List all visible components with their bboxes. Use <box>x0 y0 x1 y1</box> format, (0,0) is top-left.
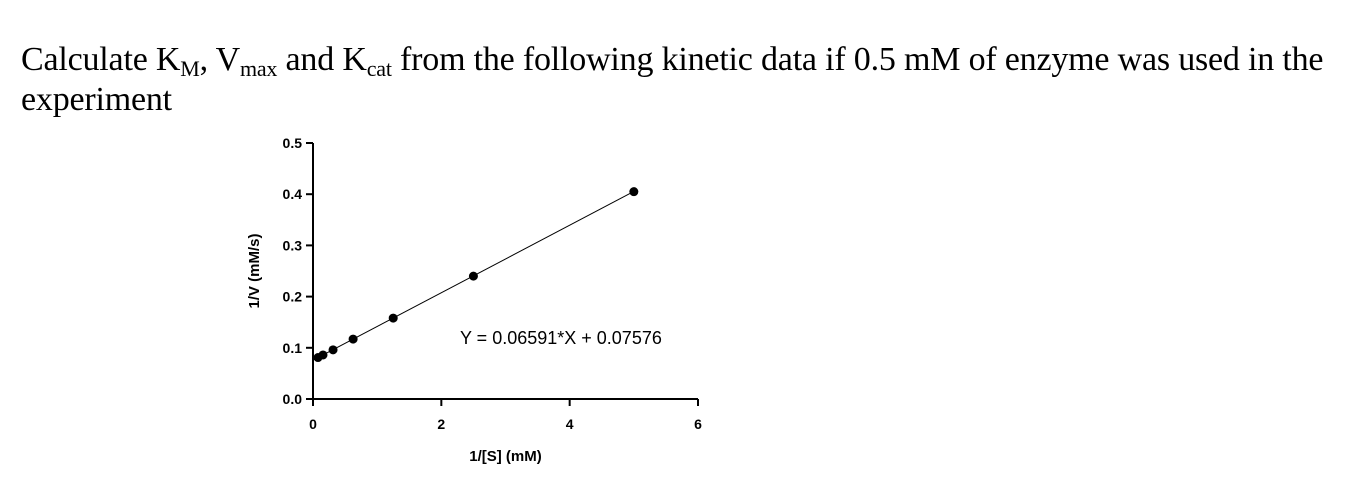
kcat-subscript: cat <box>366 56 392 81</box>
chart-axes <box>306 142 699 406</box>
question-part-2: , V <box>199 41 241 78</box>
x-tick-label: 2 <box>437 416 445 432</box>
km-subscript: M <box>180 56 200 81</box>
x-tick-label: 0 <box>309 416 317 432</box>
question-text: Calculate KM, Vmax and Kcat from the fol… <box>21 40 1341 120</box>
x-axis-title: 1/[S] (mM) <box>469 448 542 465</box>
y-tick-label: 0.1 <box>283 340 303 356</box>
y-tick-label: 0.0 <box>283 391 303 407</box>
x-tick-label: 4 <box>566 416 574 432</box>
vmax-subscript: max <box>239 56 278 81</box>
data-point <box>629 187 639 197</box>
data-point <box>468 271 478 281</box>
data-points-group <box>313 187 639 363</box>
y-tick-label: 0.3 <box>283 237 303 253</box>
y-tick-label: 0.5 <box>283 135 303 151</box>
y-tick-label: 0.4 <box>283 186 303 202</box>
question-part-3: and K <box>277 41 367 78</box>
data-point <box>348 334 358 344</box>
data-point <box>328 345 338 355</box>
data-point <box>318 350 328 360</box>
y-tick-label: 0.2 <box>283 289 303 305</box>
x-tick-label: 6 <box>694 416 702 432</box>
data-point <box>388 313 398 323</box>
chart-labels-group: 0.0 0.1 0.2 0.3 0.4 0.5 0 2 4 6 1/[S] (mM) 1/V (mM/… <box>246 135 702 465</box>
y-axis-title: 1/V (mM/s) <box>246 233 263 308</box>
fit-equation-label: Y = 0.06591*X + 0.07576 <box>460 328 662 348</box>
question-part-4: from the following kinetic data if 0.5 m… <box>21 41 1324 118</box>
question-part-1: Calculate K <box>21 41 181 78</box>
